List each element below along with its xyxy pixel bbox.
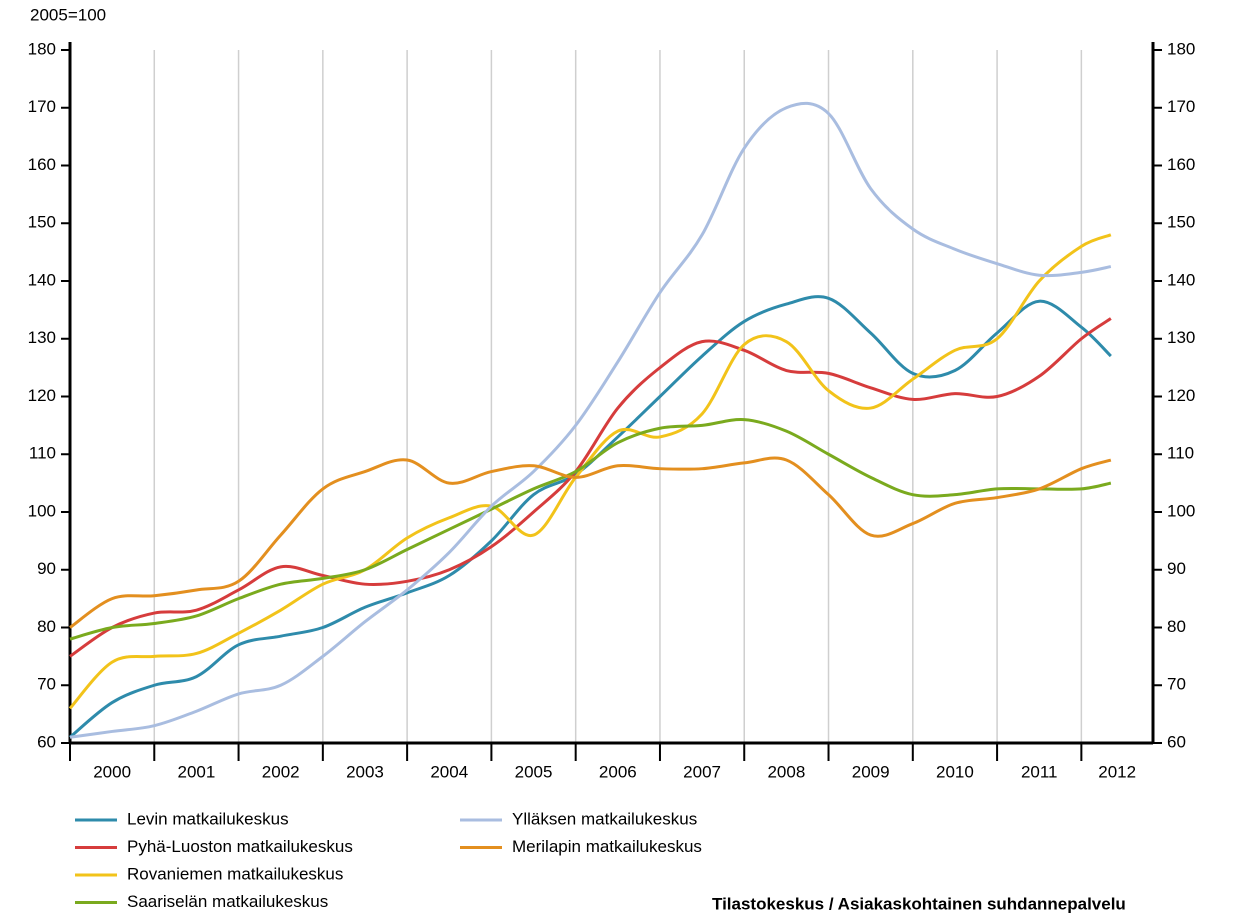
y-tick-label: 60 [37,732,56,751]
y-tick-label: 170 [28,97,56,116]
y-tick-label: 110 [29,444,56,463]
x-tick-label: 2005 [515,762,553,781]
legend-label: Merilapin matkailukeskus [512,837,702,856]
x-tick-label: 2012 [1098,762,1136,781]
y2-tick-label: 110 [1167,444,1194,463]
x-tick-label: 2010 [936,762,974,781]
y-tick-label: 150 [28,213,56,232]
y2-tick-label: 70 [1167,675,1186,694]
legend-label: Saariselän matkailukeskus [127,892,328,911]
y2-tick-label: 160 [1167,155,1195,174]
x-tick-label: 2008 [767,762,805,781]
x-tick-label: 2001 [178,762,216,781]
series-line [69,456,1112,629]
y-axis-label: 2005=100 [30,5,106,24]
x-tick-label: 2004 [430,762,468,781]
x-tick-label: 2003 [346,762,384,781]
y2-tick-label: 80 [1167,617,1186,636]
y2-tick-label: 130 [1167,328,1195,347]
y2-tick-label: 180 [1167,39,1195,58]
series-line [69,101,1112,739]
x-tick-label: 2007 [683,762,721,781]
legend-label: Levin matkailukeskus [127,809,289,828]
y-tick-label: 80 [37,617,56,636]
x-tick-label: 2006 [599,762,637,781]
y-tick-label: 70 [37,675,56,694]
source: Tilastokeskus / Asiakaskohtainen suhdann… [712,894,1126,913]
y2-tick-label: 60 [1167,732,1186,751]
y-tick-label: 140 [28,270,56,289]
legend-label: Ylläksen matkailukeskus [512,809,697,828]
y2-tick-label: 100 [1167,501,1195,520]
x-tick-label: 2011 [1021,762,1058,781]
y-tick-label: 100 [28,501,56,520]
series-line [69,317,1112,658]
y2-tick-label: 140 [1167,270,1195,289]
x-tick-label: 2002 [262,762,300,781]
y2-tick-label: 120 [1167,386,1195,405]
x-tick-label: 2009 [852,762,890,781]
y2-tick-label: 90 [1167,559,1186,578]
y-tick-label: 180 [28,39,56,58]
y2-tick-label: 150 [1167,213,1195,232]
x-tick-label: 2000 [93,762,131,781]
series-line [69,418,1112,641]
series-line [69,295,1112,739]
y-tick-label: 120 [28,386,56,405]
series-line [68,233,1112,710]
y-tick-label: 160 [28,155,56,174]
legend-label: Rovaniemen matkailukeskus [127,864,343,883]
y-tick-label: 130 [28,328,56,347]
legend-label: Pyhä-Luoston matkailukeskus [127,837,353,856]
y2-tick-label: 170 [1167,97,1195,116]
y-tick-label: 90 [37,559,56,578]
